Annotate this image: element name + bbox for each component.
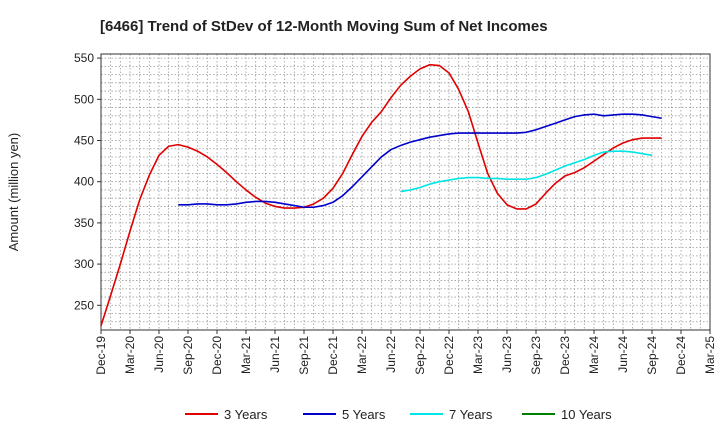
x-tick-label: Jun-22	[384, 336, 398, 373]
x-tick-label: Mar-21	[239, 336, 253, 374]
x-tick-label: Jun-23	[500, 336, 514, 373]
x-tick-label: Mar-25	[703, 336, 717, 374]
x-tick-label: Dec-21	[326, 336, 340, 375]
x-tick-label: Dec-24	[674, 336, 688, 375]
series-line-5-years	[178, 113, 662, 209]
legend-label: 7 Years	[449, 407, 493, 422]
x-tick-label: Sep-22	[413, 336, 427, 375]
plot-area	[100, 53, 711, 331]
chart-title: [6466] Trend of StDev of 12-Month Moving…	[100, 18, 548, 35]
y-tick-label: 300	[74, 257, 94, 271]
legend-label: 3 Years	[224, 407, 268, 422]
series-line-7-years	[400, 150, 653, 193]
y-tick-label: 450	[74, 134, 94, 148]
x-tick-label: Dec-22	[442, 336, 456, 375]
x-tick-label: Jun-21	[268, 336, 282, 373]
x-tick-label: Jun-24	[616, 336, 630, 373]
y-tick-label: 550	[74, 51, 94, 65]
series-line-3-years	[100, 63, 662, 327]
x-tick-label: Mar-20	[123, 336, 137, 374]
y-tick-label: 500	[74, 92, 94, 106]
x-tick-label: Mar-23	[471, 336, 485, 374]
x-tick-label: Mar-24	[587, 336, 601, 374]
x-tick-label: Dec-19	[94, 336, 108, 375]
x-tick-label: Dec-23	[558, 336, 572, 375]
x-tick-label: Dec-20	[210, 336, 224, 375]
y-tick-label: 350	[74, 216, 94, 230]
legend-label: 5 Years	[342, 407, 386, 422]
x-tick-label: Mar-22	[355, 336, 369, 374]
x-tick-label: Jun-20	[152, 336, 166, 373]
x-tick-label: Sep-24	[645, 336, 659, 375]
x-tick-label: Sep-21	[297, 336, 311, 375]
x-tick-label: Sep-20	[181, 336, 195, 375]
y-tick-label: 400	[74, 175, 94, 189]
y-tick-label: 250	[74, 298, 94, 312]
legend-label: 10 Years	[561, 407, 612, 422]
y-axis-label: Amount (million yen)	[6, 133, 21, 252]
x-tick-label: Sep-23	[529, 336, 543, 375]
